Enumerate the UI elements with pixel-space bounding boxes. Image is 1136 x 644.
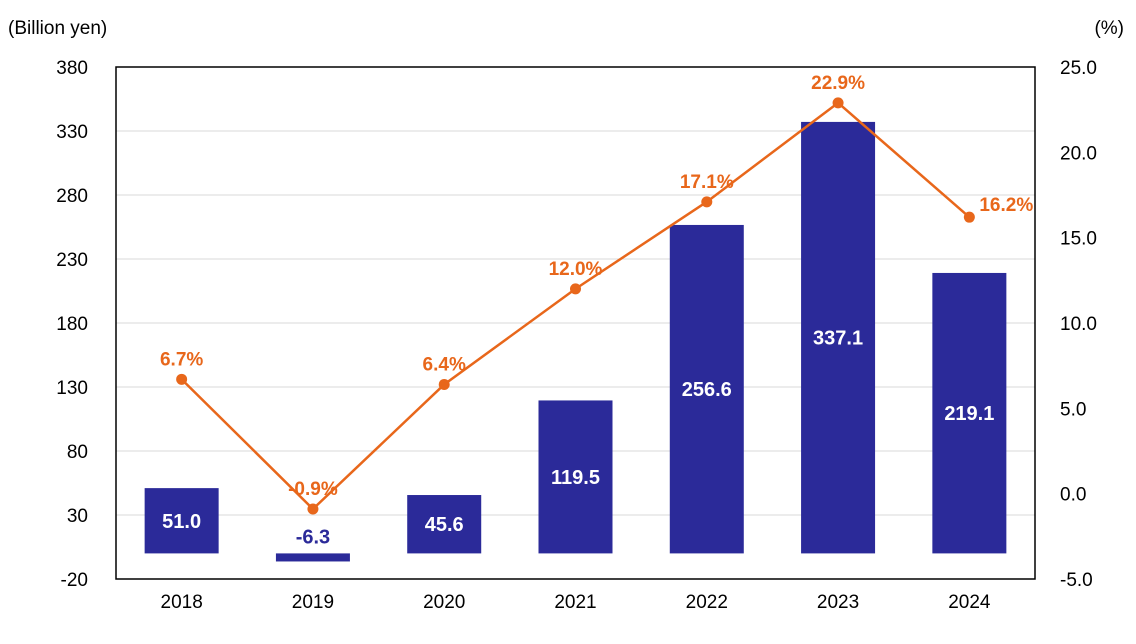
bar — [407, 495, 482, 554]
line-value-label: 6.7% — [160, 349, 203, 370]
bar — [144, 488, 219, 554]
bar-value-label: 337.1 — [813, 328, 863, 350]
right-tick-label: 15.0 — [1060, 229, 1097, 250]
line-value-label: 17.1% — [680, 172, 734, 193]
x-tick-label: 2022 — [686, 592, 728, 613]
line-series — [176, 97, 975, 515]
bar — [932, 272, 1007, 554]
line-point — [701, 196, 713, 208]
line-point — [307, 503, 319, 515]
right-tick-label: 0.0 — [1060, 485, 1086, 506]
x-tick-label: 2020 — [423, 592, 465, 613]
right-tick-label: 25.0 — [1060, 58, 1097, 79]
line-value-label: 22.9% — [811, 73, 865, 94]
left-tick-label: 380 — [56, 58, 88, 79]
bar — [801, 121, 876, 554]
bar-value-label: 51.0 — [162, 511, 201, 533]
bar-value-label: -6.3 — [296, 526, 330, 548]
bar — [538, 400, 613, 554]
line-point — [438, 378, 450, 390]
data-labels: 51.0 -6.3 45.6 119.5 256.6 337.1 219.1 6.7% -0.9… — [160, 73, 1033, 549]
axis-ticks: 380 330 280 230 180 130 80 30 -20 25.0 20.0 15.0 10.… — [56, 58, 1097, 613]
left-tick-label: 230 — [56, 250, 88, 271]
x-tick-label: 2024 — [948, 592, 991, 613]
x-tick-label: 2018 — [161, 592, 203, 613]
bar-value-label: 256.6 — [682, 379, 732, 401]
bar-value-label: 45.6 — [425, 514, 464, 536]
x-tick-label: 2023 — [817, 592, 859, 613]
left-tick-label: 80 — [67, 442, 88, 463]
bars — [144, 121, 1007, 562]
line-value-label: 12.0% — [549, 259, 603, 280]
line-point — [832, 97, 844, 109]
bar-value-label: 119.5 — [551, 467, 600, 489]
bar-value-label: 219.1 — [944, 403, 994, 425]
left-tick-label: 280 — [56, 186, 88, 207]
right-tick-label: 10.0 — [1060, 314, 1097, 335]
right-axis-unit: (%) — [1094, 18, 1124, 39]
left-tick-label: 180 — [56, 314, 88, 335]
right-tick-label: 5.0 — [1060, 399, 1086, 420]
line-value-label: 6.4% — [423, 354, 466, 375]
left-tick-label: 130 — [56, 378, 88, 399]
line-value-label: 16.2% — [979, 195, 1033, 216]
plot-frame — [115, 66, 1036, 580]
line-point — [570, 283, 581, 295]
line-point — [963, 211, 975, 223]
left-axis-unit: (Billion yen) — [8, 18, 107, 39]
right-tick-label: 20.0 — [1060, 143, 1097, 164]
x-tick-label: 2019 — [292, 592, 334, 613]
line-value-label: -0.9% — [288, 479, 338, 500]
right-tick-label: -5.0 — [1060, 570, 1093, 591]
bar — [669, 224, 744, 554]
left-tick-label: 330 — [56, 122, 88, 143]
bar — [275, 553, 350, 562]
line-point — [176, 373, 188, 385]
plot-border — [115, 66, 1036, 580]
left-tick-label: 30 — [67, 506, 88, 527]
left-tick-label: -20 — [61, 570, 88, 591]
x-tick-label: 2021 — [554, 592, 596, 613]
